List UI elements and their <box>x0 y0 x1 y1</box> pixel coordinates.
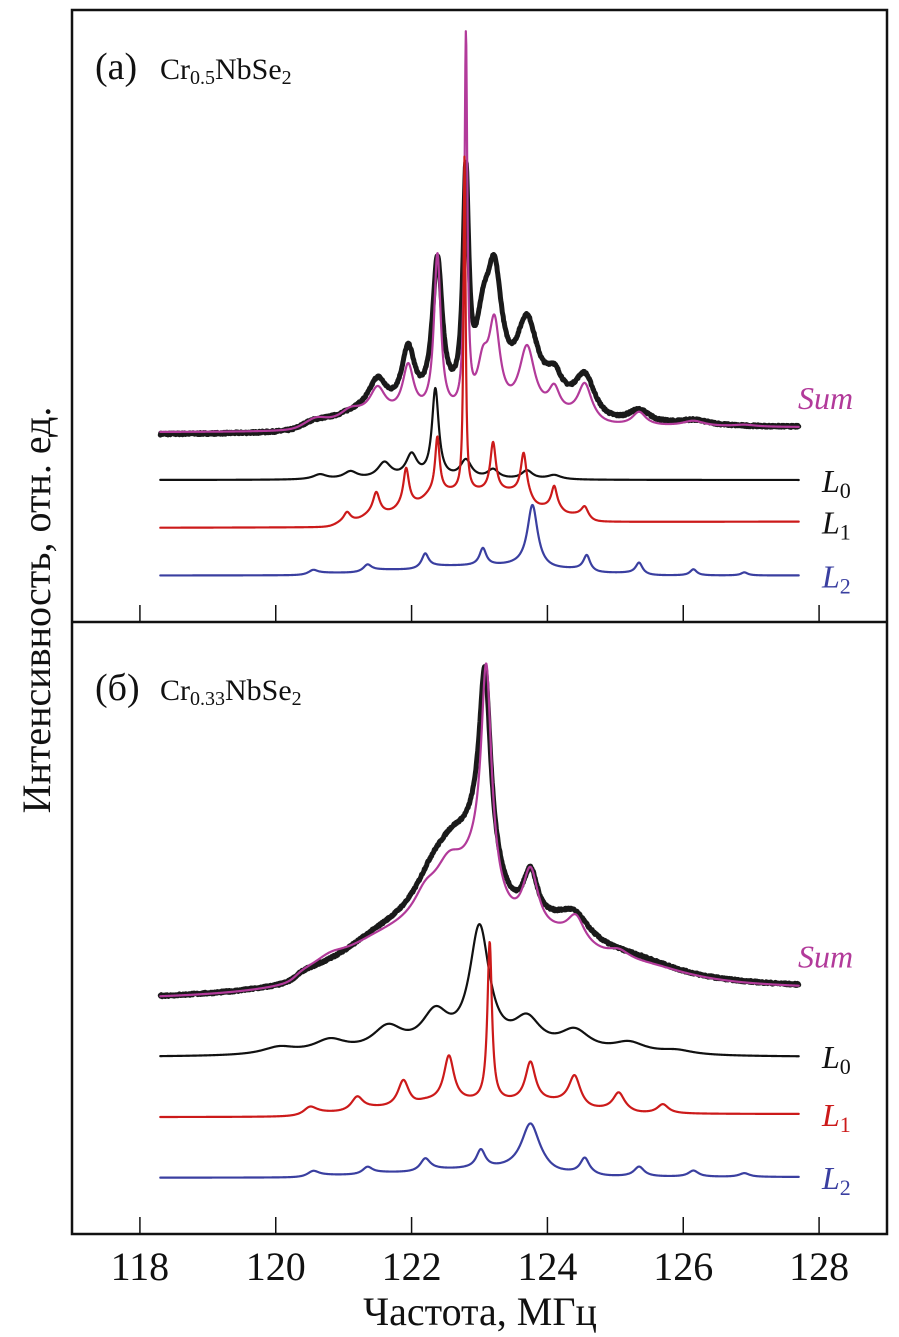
panel-b-formula: Cr0.33NbSe2 <box>160 674 302 710</box>
panel-b-label: (б) <box>95 667 140 709</box>
series-label-subscript: 0 <box>840 1054 851 1079</box>
series-l1-line <box>159 940 800 1119</box>
series-label-text: L <box>821 1160 840 1196</box>
series-l0-line <box>159 386 800 482</box>
panel-a-series <box>157 30 802 577</box>
formula-sub2: 2 <box>282 67 292 89</box>
formula-sub1: 0.5 <box>190 67 215 89</box>
series-label-subscript: 2 <box>840 573 851 598</box>
series-l0-line <box>159 923 800 1058</box>
series-l1-line <box>159 155 800 529</box>
formula-base: Cr <box>160 674 190 707</box>
series-label-text: L <box>821 463 840 499</box>
x-tick-labels: 118 120 122 124 126 128 <box>111 1244 849 1289</box>
series-sum-line <box>159 30 800 434</box>
series-label-sum: Sum <box>798 939 853 975</box>
series-label-text: Sum <box>798 380 853 416</box>
x-ticks-panel-b <box>139 1217 820 1234</box>
x-tick-label: 128 <box>789 1244 849 1289</box>
series-label-text: Sum <box>798 939 853 975</box>
series-l2-line <box>159 1122 800 1179</box>
series-label-subscript: 0 <box>840 478 851 503</box>
series-label-l2: L2 <box>821 558 851 598</box>
series-sum-line <box>159 662 800 998</box>
formula-mid: NbSe <box>215 53 282 86</box>
formula-mid: NbSe <box>225 674 292 707</box>
x-tick-label: 122 <box>382 1244 442 1289</box>
series-experiment-line <box>157 664 802 1000</box>
series-l2-line <box>159 503 800 577</box>
series-label-subscript: 1 <box>840 520 851 545</box>
panel-a-formula: Cr0.5NbSe2 <box>160 53 292 89</box>
x-tick-label: 120 <box>246 1244 306 1289</box>
series-label-l0: L0 <box>821 463 851 503</box>
series-label-text: L <box>821 1097 840 1133</box>
series-label-l0: L0 <box>821 1039 851 1079</box>
x-tick-label: 124 <box>517 1244 577 1289</box>
series-label-text: L <box>821 558 840 594</box>
y-axis-title: Интенсивность, отн. ед. <box>14 407 59 814</box>
series-label-subscript: 2 <box>840 1175 851 1200</box>
series-label-l1: L1 <box>821 1097 851 1137</box>
series-label-sum: Sum <box>798 380 853 416</box>
x-axis-title: Частота, МГц <box>363 1289 597 1334</box>
x-ticks-panel-a <box>139 605 820 622</box>
series-experiment-line <box>157 159 802 438</box>
panel-a-label: (a) <box>95 46 137 88</box>
formula-sub2: 2 <box>292 688 302 710</box>
x-tick-label: 126 <box>653 1244 713 1289</box>
formula-base: Cr <box>160 53 190 86</box>
series-label-text: L <box>821 505 840 541</box>
series-label-l1: L1 <box>821 505 851 545</box>
series-label-subscript: 1 <box>840 1112 851 1137</box>
series-label-text: L <box>821 1039 840 1075</box>
panel-b-series <box>157 662 802 1179</box>
x-tick-label: 118 <box>111 1244 170 1289</box>
series-label-l2: L2 <box>821 1160 851 1200</box>
formula-sub1: 0.33 <box>190 688 225 710</box>
